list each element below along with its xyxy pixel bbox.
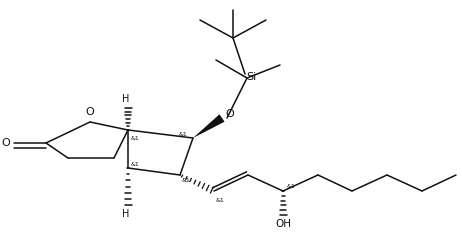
Text: &1: &1 — [131, 137, 140, 141]
Text: &1: &1 — [182, 178, 191, 183]
Text: &1: &1 — [131, 161, 140, 167]
Text: Si: Si — [246, 72, 256, 82]
Text: &1: &1 — [179, 132, 188, 137]
Text: &1: &1 — [287, 183, 296, 188]
Text: &1: &1 — [216, 199, 225, 204]
Text: H: H — [122, 94, 130, 104]
Text: OH: OH — [275, 219, 291, 229]
Polygon shape — [193, 114, 225, 138]
Text: O: O — [225, 109, 234, 119]
Text: O: O — [85, 107, 94, 117]
Text: H: H — [122, 209, 130, 219]
Text: O: O — [2, 138, 10, 148]
